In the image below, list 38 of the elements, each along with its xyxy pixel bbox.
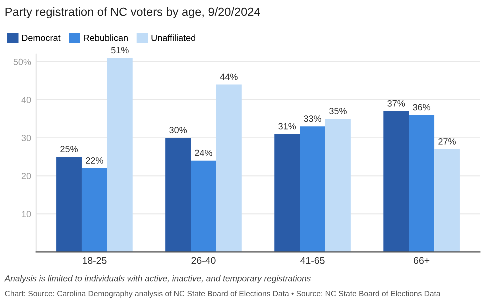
y-tick-label: 30	[22, 135, 32, 142]
legend-label: Rebublican	[84, 34, 128, 42]
bar	[56, 157, 82, 252]
data-label: 33%	[304, 116, 322, 122]
bar	[107, 58, 133, 252]
bar	[434, 149, 460, 252]
data-label: 44%	[220, 74, 238, 80]
legend-label: Democrat	[22, 34, 61, 42]
y-tick-label: 50%	[14, 58, 32, 66]
legend-label: Unaffiliated	[152, 34, 196, 42]
bar	[300, 126, 326, 252]
x-tick-label: 66+	[414, 257, 430, 264]
data-label: 24%	[195, 150, 212, 156]
data-label: 25%	[60, 146, 78, 153]
y-tick-label: 20	[22, 173, 32, 180]
x-tick-label: 26-40	[192, 257, 216, 264]
chart-title: Party registration of NC voters by age, 9/20/2024	[6, 8, 260, 19]
data-label: 36%	[413, 104, 431, 111]
x-tick-label: 18-25	[83, 257, 107, 264]
data-label: 27%	[438, 138, 456, 145]
bar	[326, 119, 351, 252]
bar	[191, 160, 216, 252]
bar	[82, 168, 108, 252]
bar	[216, 84, 242, 252]
y-tick-label: 10	[22, 211, 32, 218]
bar	[166, 138, 192, 252]
bar	[384, 111, 410, 252]
x-tick-label: 41-65	[300, 257, 325, 264]
bar	[409, 115, 435, 252]
text: Analysis is limited to individuals with active, inactive, and temporary registrations	[4, 275, 311, 284]
data-label: 37%	[388, 100, 406, 107]
y-tick-label: 40	[22, 96, 32, 104]
data-label: 51%	[111, 47, 129, 54]
bar	[274, 134, 300, 252]
data-label: 31%	[278, 123, 296, 130]
data-label: 22%	[86, 158, 104, 164]
data-label: 35%	[330, 108, 347, 114]
data-label: 30%	[170, 127, 188, 134]
